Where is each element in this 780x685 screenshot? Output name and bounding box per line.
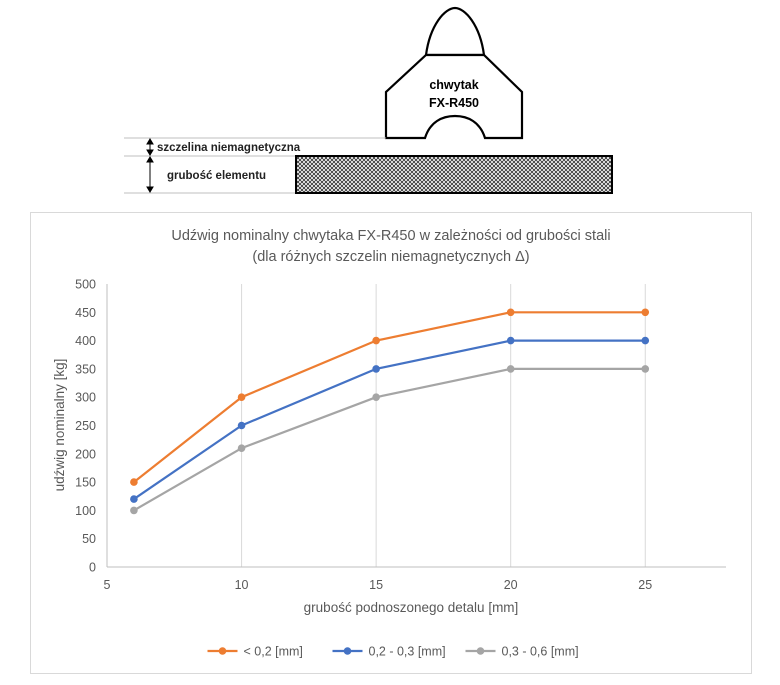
gripper-diagram: chwytak FX-R450 szczelina niemagnetyczna… — [124, 6, 613, 194]
data-point — [372, 393, 380, 401]
legend-swatch-marker — [343, 647, 352, 655]
series-line-2 — [133, 339, 646, 500]
y-tick-labels: 0 50 100 150 200 250 300 350 400 450 500 — [75, 278, 96, 575]
legend-entry-2: 0,2 - 0,3 [mm] — [369, 645, 446, 659]
y-tick-label: 300 — [75, 391, 96, 405]
chart-subtitle: (dla różnych szczelin niemagnetycznych Δ… — [252, 249, 529, 265]
data-point — [130, 478, 138, 486]
data-point — [237, 444, 246, 452]
load-chart: Udźwig nominalny chwytaka FX-R450 w zale… — [52, 228, 726, 659]
data-point — [130, 495, 138, 503]
axes — [106, 284, 726, 568]
y-tick-label: 450 — [75, 306, 96, 320]
gap-label: szczelina niemagnetyczna — [157, 142, 301, 154]
y-tick-label: 0 — [89, 561, 96, 575]
x-tick-labels: 5 10 15 20 25 — [104, 578, 653, 592]
y-tick-label: 150 — [75, 476, 96, 490]
data-point — [372, 336, 380, 345]
data-point — [641, 308, 650, 317]
y-tick-label: 50 — [82, 532, 96, 546]
legend-entry-1: < 0,2 [mm] — [244, 645, 303, 659]
x-tick-label: 5 — [104, 578, 111, 592]
y-axis-label: udźwig nominalny [kg] — [52, 359, 67, 492]
gap-dimension-arrow — [146, 138, 154, 156]
chart-title: Udźwig nominalny chwytaka FX-R450 w zale… — [171, 228, 610, 244]
thickness-label: grubość elementu — [167, 170, 266, 182]
data-point — [130, 506, 138, 515]
y-tick-label: 250 — [75, 419, 96, 433]
y-tick-label: 100 — [75, 504, 96, 518]
series-line-3 — [133, 367, 646, 512]
data-point — [641, 365, 650, 373]
x-tick-label: 25 — [638, 578, 652, 592]
data-point — [506, 336, 515, 345]
x-axis-label: grubość podnoszonego detalu [mm] — [304, 600, 519, 615]
y-tick-label: 400 — [75, 334, 96, 348]
chart-frame — [30, 212, 752, 674]
legend: < 0,2 [mm] 0,2 - 0,3 [mm] 0,3 - 0,6 [mm] — [207, 645, 579, 659]
legend-swatch-marker — [476, 647, 485, 655]
x-tick-label: 10 — [235, 578, 249, 592]
gripper-knob — [424, 6, 486, 57]
gripper-body — [384, 53, 524, 140]
series-line-1 — [133, 311, 646, 483]
y-tick-label: 350 — [75, 362, 96, 376]
data-point — [506, 308, 515, 317]
data-point — [641, 336, 650, 345]
legend-entry-3: 0,3 - 0,6 [mm] — [502, 645, 579, 659]
legend-swatch-marker — [218, 647, 227, 655]
series-group — [130, 308, 650, 515]
gripper-label-line2: FX-R450 — [429, 96, 479, 110]
thickness-dimension-arrow — [146, 156, 154, 193]
steel-element — [295, 155, 613, 194]
data-point — [372, 365, 380, 373]
data-point — [237, 421, 246, 430]
x-tick-label: 15 — [369, 578, 383, 592]
gripper-label-line1: chwytak — [429, 78, 478, 92]
data-point — [237, 393, 246, 401]
y-tick-label: 500 — [75, 278, 96, 292]
data-point — [506, 365, 515, 373]
x-tick-label: 20 — [504, 578, 518, 592]
y-tick-label: 200 — [75, 447, 96, 461]
